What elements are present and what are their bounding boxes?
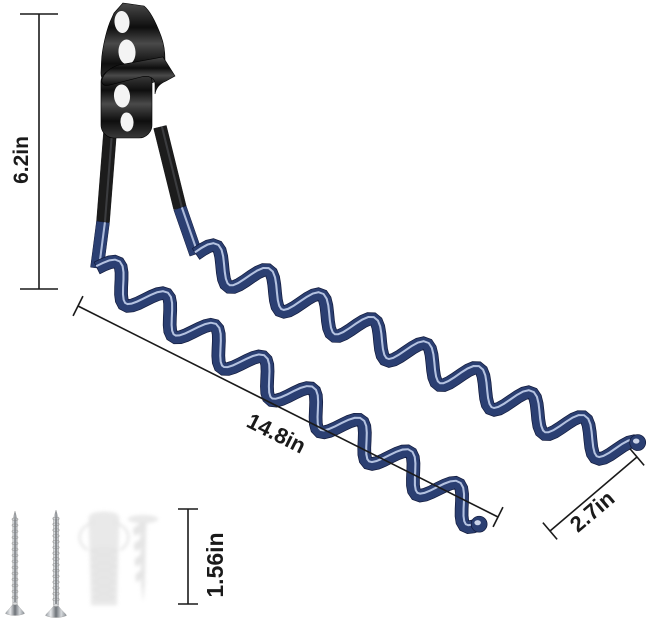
svg-text:1.56in: 1.56in bbox=[202, 532, 228, 597]
svg-text:6.2in: 6.2in bbox=[10, 136, 33, 184]
svg-text:14.8in: 14.8in bbox=[243, 408, 310, 458]
svg-text:2.7in: 2.7in bbox=[565, 486, 619, 538]
